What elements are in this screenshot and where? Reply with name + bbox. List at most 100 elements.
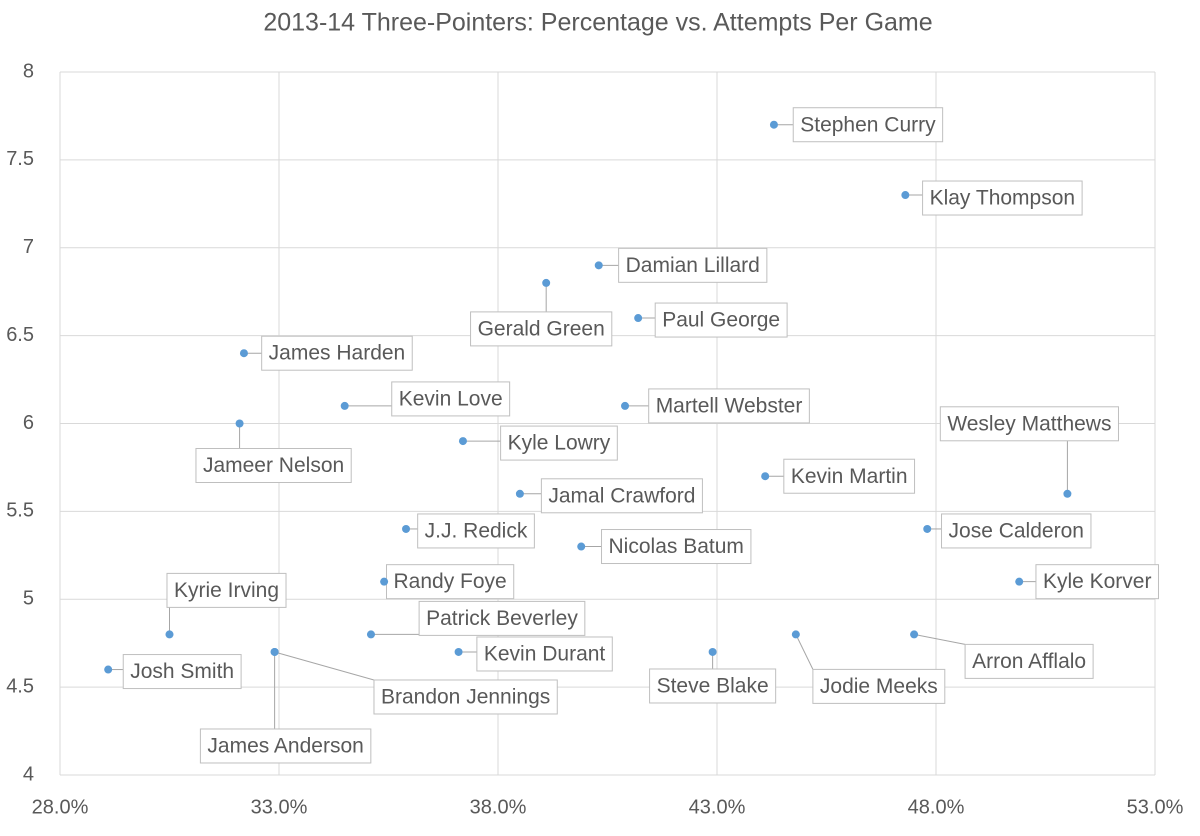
y-tick-label: 5.5 <box>6 500 34 522</box>
label-box <box>391 381 511 417</box>
y-tick-label: 6.5 <box>6 324 34 346</box>
y-tick-label: 6 <box>23 412 34 434</box>
label-box <box>939 406 1119 442</box>
point <box>634 314 643 323</box>
label-box <box>941 513 1092 549</box>
chart-title: 2013-14 Three-Pointers: Percentage vs. A… <box>263 9 932 37</box>
point-label: Kevin Martin <box>791 465 908 488</box>
label-box <box>654 302 788 338</box>
label-box <box>373 679 558 715</box>
point-label: Brandon Jennings <box>381 686 550 709</box>
label-box <box>195 448 352 483</box>
point-label: Kyrie Irving <box>174 579 279 602</box>
point <box>621 401 630 410</box>
x-tick-label: 48.0% <box>908 796 965 818</box>
point-label: Klay Thompson <box>930 187 1076 210</box>
label-box <box>649 668 777 704</box>
point-label: Kevin Love <box>399 387 503 410</box>
y-tick-label: 7.5 <box>6 148 34 170</box>
label-box <box>648 388 810 424</box>
point <box>515 489 524 498</box>
point <box>901 191 910 200</box>
leader-line <box>274 651 375 681</box>
label-box <box>418 600 586 636</box>
point <box>577 542 586 551</box>
point-label: Kyle Lowry <box>508 432 611 455</box>
point <box>235 419 244 428</box>
point-label: Josh Smith <box>130 660 234 683</box>
point-label: Jose Calderon <box>949 519 1084 542</box>
point <box>1015 577 1024 586</box>
y-tick-label: 5 <box>23 588 34 610</box>
point <box>165 630 174 639</box>
label-box <box>792 107 944 143</box>
label-box <box>1035 564 1159 600</box>
point-label: Jameer Nelson <box>203 454 344 477</box>
label-box <box>476 636 613 672</box>
label-box <box>470 311 613 347</box>
point-label: James Harden <box>269 342 406 365</box>
label-box <box>922 180 1083 216</box>
label-box <box>812 668 946 704</box>
point-label: Gerald Green <box>478 317 605 340</box>
point-label: Patrick Beverley <box>426 607 578 630</box>
x-tick-label: 33.0% <box>251 796 308 818</box>
point-label: James Anderson <box>207 735 363 758</box>
point <box>458 437 467 446</box>
label-box <box>261 335 413 371</box>
point <box>380 577 389 586</box>
label-box <box>783 458 916 494</box>
point <box>270 647 279 656</box>
point <box>761 472 770 481</box>
x-tick-label: 43.0% <box>689 796 746 818</box>
x-tick-label: 28.0% <box>32 796 89 818</box>
point-label: Randy Foye <box>394 570 507 593</box>
point <box>769 120 778 129</box>
label-box <box>122 654 242 690</box>
label-box <box>601 529 752 565</box>
point <box>791 630 800 639</box>
y-tick-label: 4.5 <box>6 675 34 697</box>
point <box>594 261 603 270</box>
point <box>708 647 717 656</box>
point <box>454 647 463 656</box>
point <box>1063 489 1072 498</box>
x-tick-label: 38.0% <box>470 796 527 818</box>
point <box>340 401 349 410</box>
x-tick-label: 53.0% <box>1127 796 1184 818</box>
point-label: Arron Afflalo <box>972 650 1086 673</box>
point <box>402 524 411 533</box>
label-box <box>500 425 618 461</box>
point-label: Wesley Matthews <box>947 412 1111 435</box>
y-tick-label: 4 <box>23 763 34 785</box>
label-box <box>618 247 768 283</box>
point-label: Martell Webster <box>656 394 803 417</box>
point <box>910 630 919 639</box>
point <box>239 349 248 358</box>
label-box <box>386 564 515 600</box>
point-label: Kevin Durant <box>484 643 606 666</box>
point-label: Damian Lillard <box>626 254 760 277</box>
point-label: Steve Blake <box>657 675 769 698</box>
label-box <box>540 478 703 514</box>
point <box>923 524 932 533</box>
point-label: J.J. Redick <box>425 519 528 542</box>
y-tick-label: 7 <box>23 236 34 258</box>
leader-line <box>914 633 966 645</box>
label-box <box>417 513 535 549</box>
point-label: Stephen Curry <box>800 113 936 136</box>
point-label: Jodie Meeks <box>820 675 938 698</box>
point-label: Jamal Crawford <box>548 484 695 507</box>
y-tick-label: 8 <box>23 60 34 82</box>
label-box <box>166 572 287 608</box>
point <box>104 665 113 674</box>
leader-line <box>795 634 814 670</box>
point-label: Paul George <box>662 309 780 332</box>
point-label: Nicolas Batum <box>609 535 744 558</box>
label-box <box>964 643 1094 679</box>
label-box <box>199 728 372 764</box>
point <box>542 278 551 287</box>
point <box>366 630 375 639</box>
point-label: Kyle Korver <box>1043 570 1152 593</box>
